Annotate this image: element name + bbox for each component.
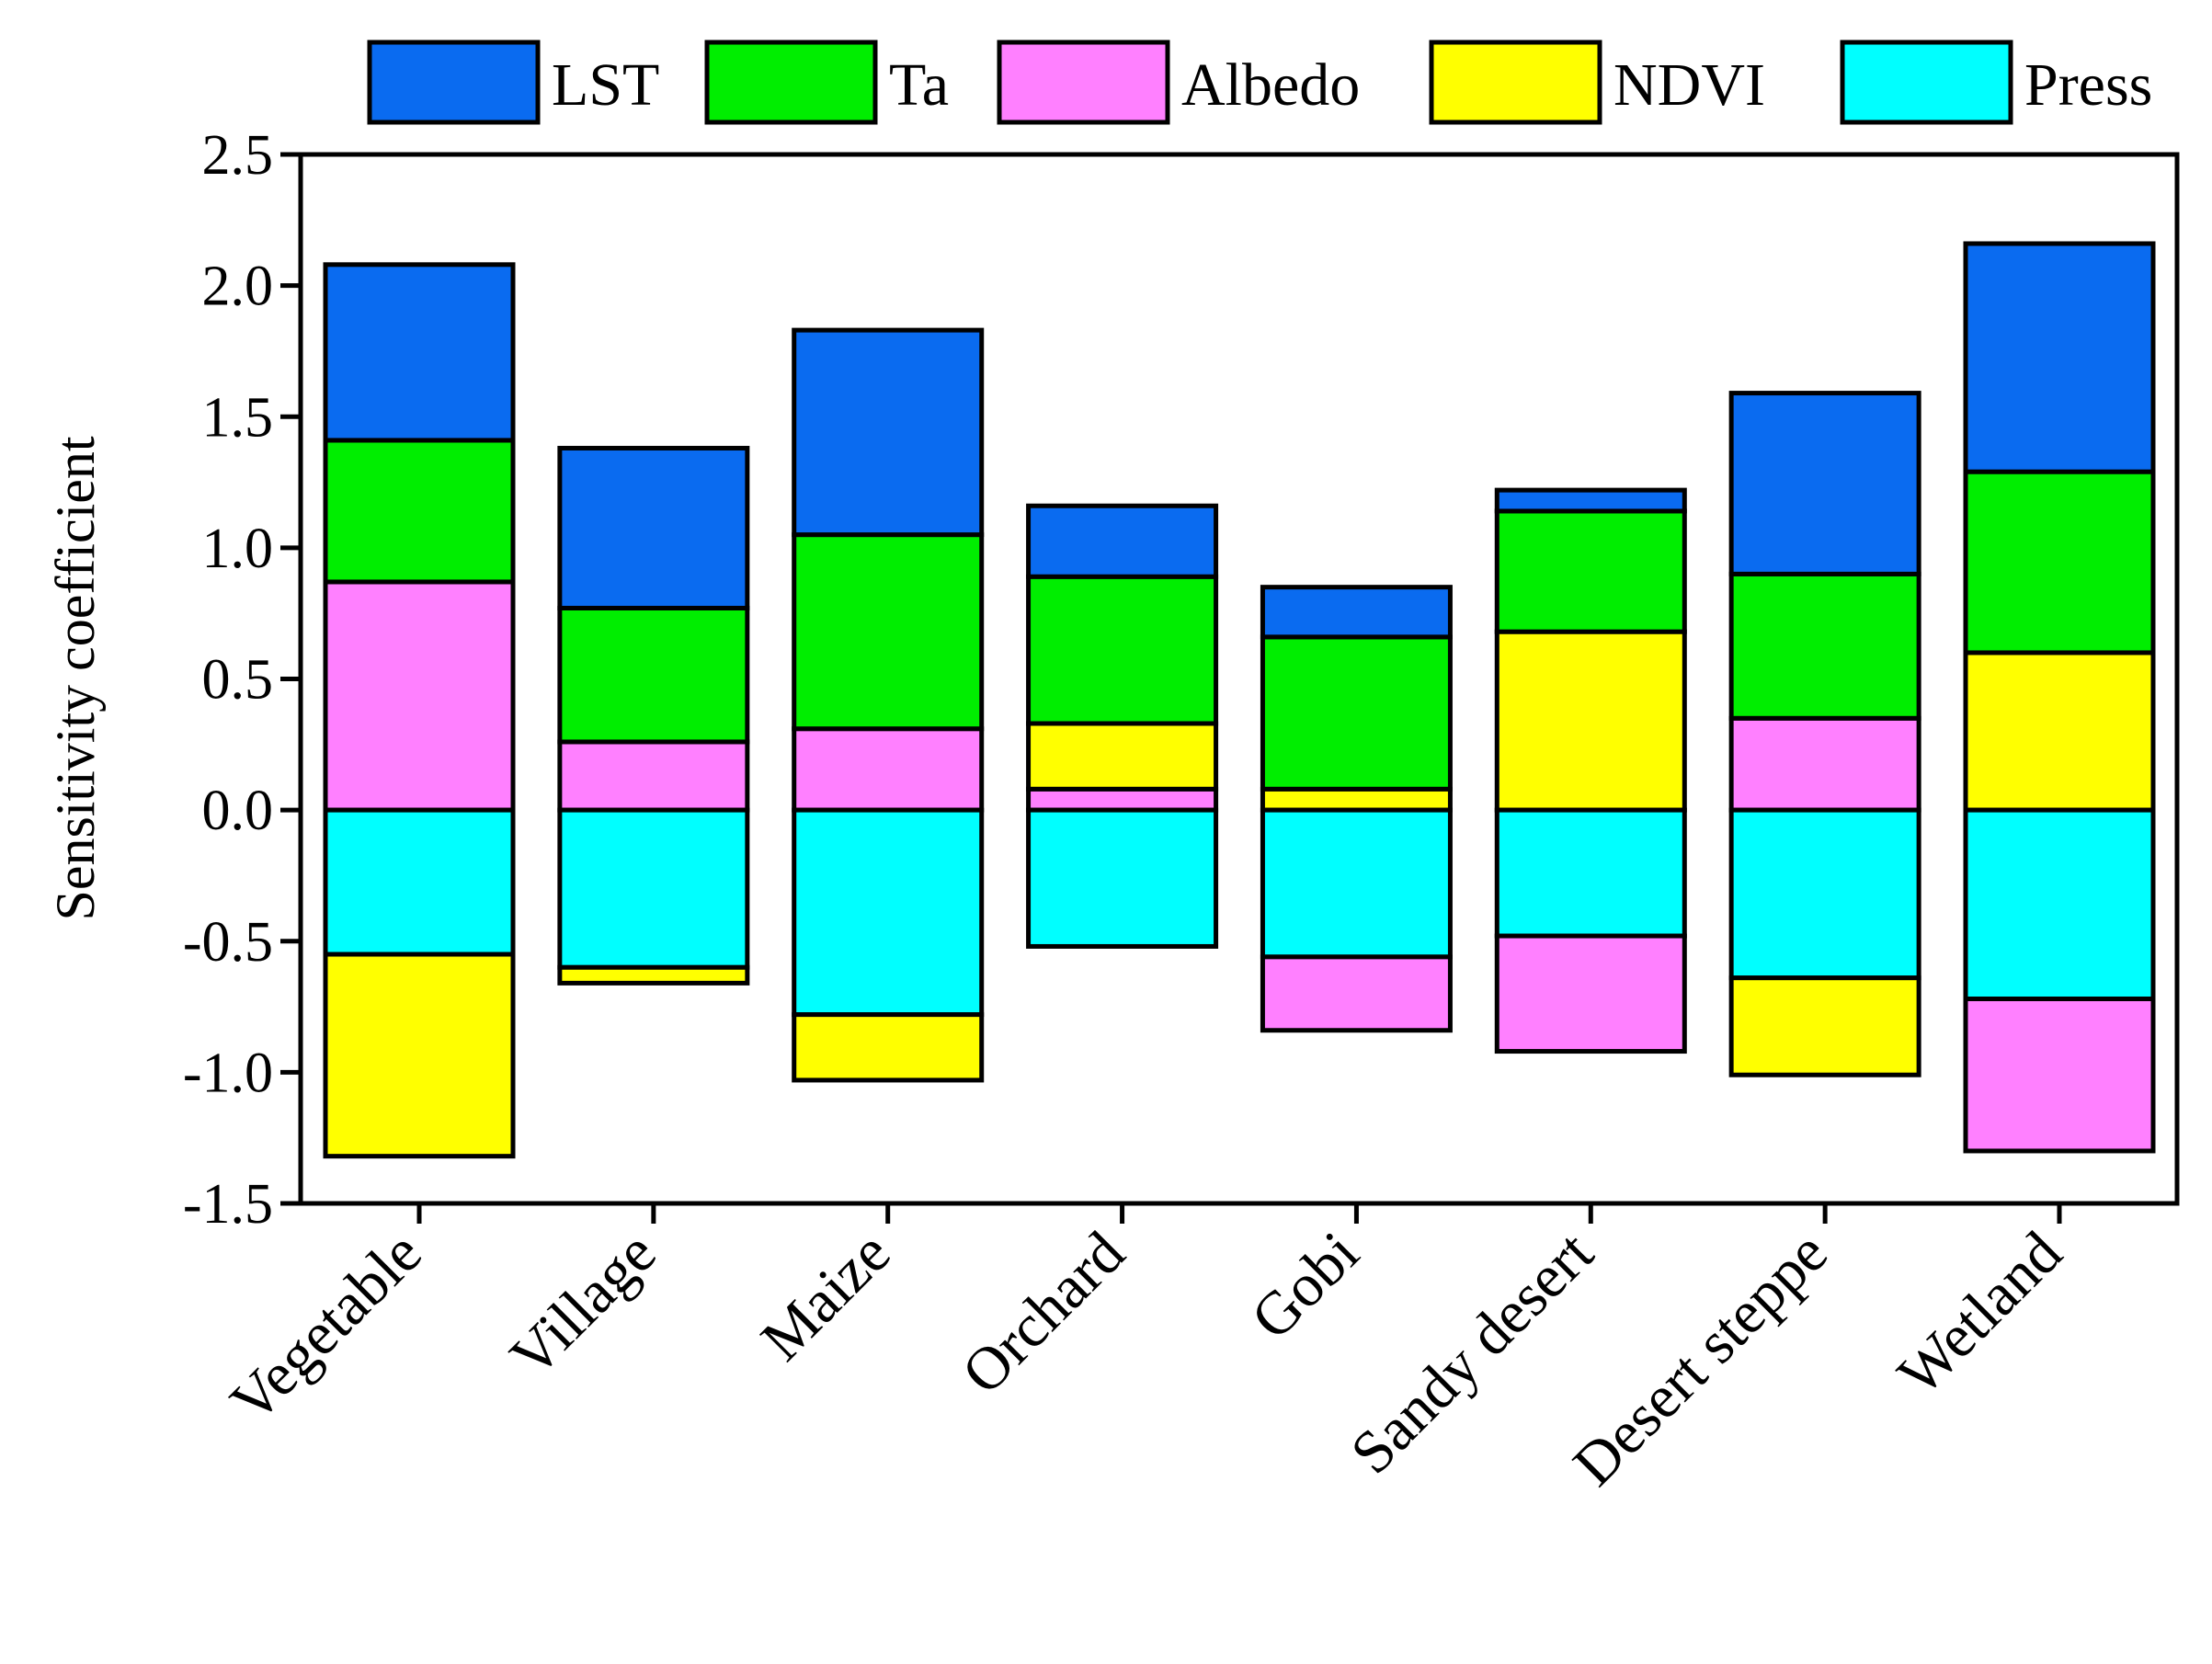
bar-orchard-lst bbox=[1026, 503, 1219, 579]
bar-vegetable-lst bbox=[323, 262, 516, 443]
legend: LST Ta Albedo NDVI Press bbox=[367, 40, 2152, 125]
bar-village-lst bbox=[557, 445, 750, 610]
legend-swatch-albedo bbox=[997, 40, 1170, 125]
bar-sandy-desert-press bbox=[1494, 807, 1687, 939]
bar-gobi-lst bbox=[1260, 585, 1453, 640]
bar-vegetable-ndvi bbox=[323, 952, 516, 1159]
y-tick-label: -1.5 bbox=[183, 1173, 273, 1236]
legend-label-press: Press bbox=[2024, 51, 2152, 119]
bar-desert-steppe-press bbox=[1728, 807, 1921, 981]
bar-orchard-press bbox=[1026, 807, 1219, 949]
bar-sandy-desert-ta bbox=[1494, 508, 1687, 634]
bar-sandy-desert-ndvi bbox=[1494, 629, 1687, 813]
bar-desert-steppe-ta bbox=[1728, 571, 1921, 721]
y-tick-label: 1.0 bbox=[202, 518, 274, 580]
bar-maize-press bbox=[792, 807, 985, 1018]
y-tick-label: 0.0 bbox=[202, 780, 274, 842]
bar-maize-albedo bbox=[792, 726, 985, 813]
bar-village-ndvi bbox=[557, 964, 750, 986]
y-axis-label: Sensitivity coefficient bbox=[45, 436, 106, 920]
legend-label-ndvi: NDVI bbox=[1613, 51, 1765, 119]
y-tick-label: -0.5 bbox=[183, 911, 273, 974]
legend-swatch-lst bbox=[367, 40, 541, 125]
bar-gobi-ndvi bbox=[1260, 786, 1453, 813]
legend-label-albedo: Albedo bbox=[1181, 51, 1360, 119]
bar-maize-lst bbox=[792, 327, 985, 538]
bar-wetland-ndvi bbox=[1963, 650, 2156, 813]
bar-village-ta bbox=[557, 605, 750, 745]
bar-maize-ta bbox=[792, 532, 985, 732]
legend-swatch-ta bbox=[704, 40, 878, 125]
bar-village-press bbox=[557, 807, 750, 970]
bar-desert-steppe-lst bbox=[1728, 391, 1921, 576]
legend-swatch-ndvi bbox=[1429, 40, 1602, 125]
legend-label-ta: Ta bbox=[889, 51, 949, 119]
y-tick-label: 2.0 bbox=[202, 256, 274, 318]
bar-orchard-ta bbox=[1026, 574, 1219, 726]
y-tick-label: 2.5 bbox=[202, 124, 274, 187]
bar-wetland-press bbox=[1963, 807, 2156, 1002]
bar-vegetable-ta bbox=[323, 438, 516, 585]
legend-label-lst: LST bbox=[552, 51, 659, 119]
bar-desert-steppe-ndvi bbox=[1728, 975, 1921, 1077]
bar-wetland-ta bbox=[1963, 469, 2156, 655]
plot-frame bbox=[298, 152, 2180, 1206]
legend-swatch-press bbox=[1840, 40, 2013, 125]
bar-sandy-desert-albedo bbox=[1494, 933, 1687, 1054]
y-tick-label: 0.5 bbox=[202, 649, 274, 712]
bar-sandy-desert-lst bbox=[1494, 487, 1687, 514]
y-axis: -1.5 -1.0 -0.5 0.0 0.5 1.0 1.5 2.0 2.5 bbox=[183, 124, 301, 1236]
bar-orchard-ndvi bbox=[1026, 721, 1219, 792]
bar-village-albedo bbox=[557, 739, 750, 813]
bar-gobi-press bbox=[1260, 807, 1453, 960]
bar-orchard-albedo bbox=[1026, 786, 1219, 813]
bar-vegetable-press bbox=[323, 807, 516, 957]
bars bbox=[323, 241, 2156, 1159]
bar-gobi-ta bbox=[1260, 634, 1453, 792]
y-tick-label: -1.0 bbox=[183, 1042, 273, 1104]
y-tick-label: 1.5 bbox=[202, 386, 274, 449]
bar-vegetable-albedo bbox=[323, 579, 516, 813]
bar-desert-steppe-albedo bbox=[1728, 715, 1921, 813]
bar-wetland-albedo bbox=[1963, 997, 2156, 1154]
bar-gobi-albedo bbox=[1260, 954, 1453, 1033]
bar-wetland-lst bbox=[1963, 241, 2156, 474]
bar-maize-ndvi bbox=[792, 1012, 985, 1083]
